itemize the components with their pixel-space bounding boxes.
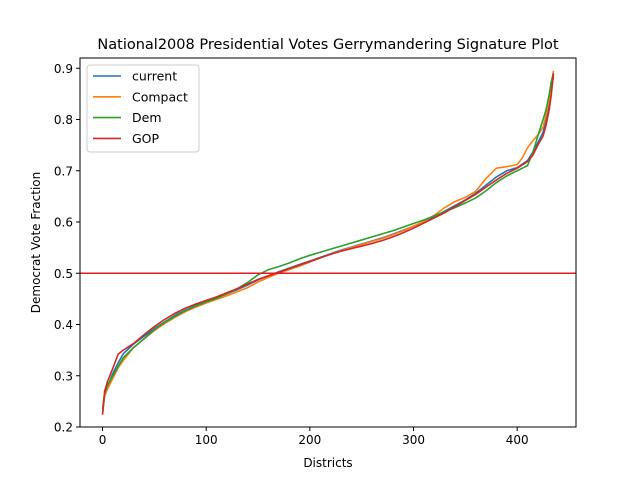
legend-label-compact: Compact bbox=[132, 89, 188, 104]
x-tick-label: 0 bbox=[99, 433, 107, 447]
y-tick-label: 0.7 bbox=[54, 164, 73, 178]
y-tick-label: 0.8 bbox=[54, 113, 73, 127]
y-tick-label: 0.4 bbox=[54, 318, 73, 332]
y-tick-label: 0.2 bbox=[54, 421, 73, 435]
series-line-gop bbox=[101, 73, 555, 415]
x-tick-label: 100 bbox=[195, 433, 218, 447]
legend: current Compact Dem GOP bbox=[86, 64, 200, 153]
axes-frame bbox=[79, 57, 577, 428]
series-line-dem bbox=[101, 73, 555, 410]
x-tick-label: 300 bbox=[402, 433, 425, 447]
legend-label-gop: GOP bbox=[132, 131, 160, 146]
chart-title: National2008 Presidential Votes Gerryman… bbox=[97, 37, 558, 53]
y-tick-label: 0.6 bbox=[54, 216, 73, 230]
legend-label-current: current bbox=[132, 69, 177, 84]
x-tick-label: 200 bbox=[298, 433, 321, 447]
legend-box bbox=[86, 64, 200, 153]
legend-label-dem: Dem bbox=[132, 110, 162, 125]
x-tick-label: 400 bbox=[506, 433, 529, 447]
y-tick-label: 0.3 bbox=[54, 369, 73, 383]
series-lines bbox=[101, 70, 555, 415]
y-tick-label: 0.9 bbox=[54, 62, 73, 76]
y-tick-label: 0.5 bbox=[54, 267, 73, 281]
x-axis-ticks: 0 100 200 300 400 bbox=[99, 427, 529, 447]
plot-area bbox=[79, 57, 577, 428]
x-axis-label: Districts bbox=[303, 456, 352, 470]
y-axis-label: Democrat Vote Fraction bbox=[29, 172, 43, 313]
y-axis-ticks: 0.2 0.3 0.4 0.5 0.6 0.7 0.8 0.9 bbox=[54, 62, 80, 435]
